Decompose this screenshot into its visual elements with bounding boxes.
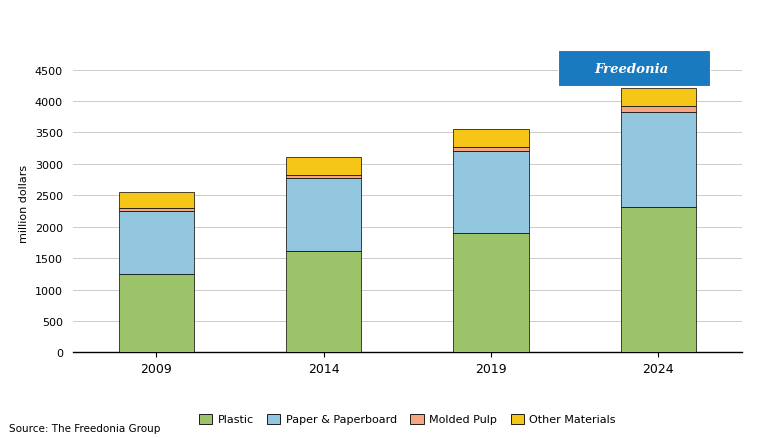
Legend: Plastic, Paper & Paperboard, Molded Pulp, Other Materials: Plastic, Paper & Paperboard, Molded Pulp… [194, 410, 620, 429]
FancyBboxPatch shape [558, 51, 711, 88]
Bar [620, 113, 696, 208]
Bar [119, 274, 194, 353]
Bar [620, 208, 696, 353]
Bar [454, 130, 529, 147]
Bar [286, 179, 361, 251]
Bar [454, 147, 529, 152]
Bar [119, 212, 194, 274]
Bar [286, 176, 361, 179]
Bar [454, 152, 529, 233]
Bar [286, 158, 361, 176]
Bar [286, 251, 361, 353]
Bar [620, 107, 696, 113]
Bar [119, 193, 194, 208]
Bar [454, 233, 529, 353]
Y-axis label: million dollars: million dollars [19, 165, 29, 243]
Text: Freedonia: Freedonia [594, 63, 669, 76]
Bar [119, 208, 194, 212]
Bar [620, 89, 696, 107]
Text: Figure 3-3 | Fresh Vegetable & Salad Packaging Demand by Material, 2009 – 2024 (: Figure 3-3 | Fresh Vegetable & Salad Pac… [9, 13, 643, 24]
Text: Source: The Freedonia Group: Source: The Freedonia Group [9, 423, 161, 433]
